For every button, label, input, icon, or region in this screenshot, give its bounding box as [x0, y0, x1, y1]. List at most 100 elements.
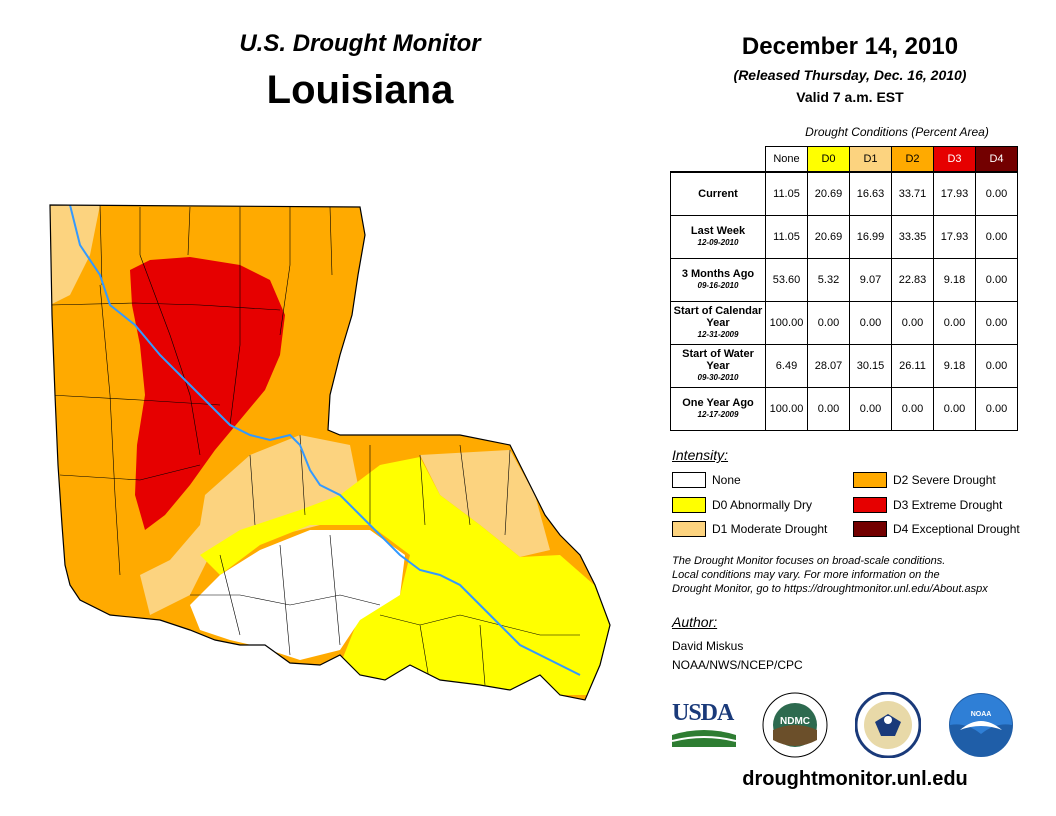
state-outline	[49, 204, 611, 701]
table-row-last-week: Last Week 12-09-2010 11.05 20.69 16.99 33…	[670, 215, 1018, 259]
legend-item-d1: D1 Moderate Drought	[672, 521, 827, 537]
table-row-3-months-ago: 3 Months Ago 09-16-2010 53.60 5.32 9.07 2…	[670, 258, 1018, 302]
cell-value: 16.63	[849, 171, 892, 216]
row-label-text: Last Week	[690, 225, 746, 237]
cell-value: 0.00	[975, 301, 1018, 345]
author-info: David Miskus NOAA/NWS/NCEP/CPC	[672, 637, 803, 675]
cell-value: 0.00	[807, 301, 850, 345]
legend-label: None	[712, 473, 741, 487]
region-d1-southwest	[140, 435, 360, 615]
map-date: December 14, 2010	[741, 33, 959, 60]
row-date: 12-09-2010	[697, 238, 739, 247]
cell-value: 0.00	[975, 171, 1018, 216]
author-name: David Miskus	[672, 639, 744, 653]
row-date: 09-16-2010	[697, 281, 739, 290]
legend-item-d3: D3 Extreme Drought	[853, 497, 1002, 513]
cell-value: 0.00	[849, 387, 892, 431]
ndmc-seal-icon: NDMC	[762, 692, 828, 758]
ndmc-logo-text: NDMC	[780, 716, 810, 727]
author-title: Author:	[672, 614, 718, 630]
website-url[interactable]: droughtmonitor.unl.edu	[742, 768, 968, 790]
cell-value: 6.49	[765, 344, 808, 388]
column-d4: D4	[975, 146, 1018, 173]
cell-value: 53.60	[765, 258, 808, 302]
cell-value: 30.15	[849, 344, 892, 388]
table-caption: Drought Conditions (Percent Area)	[805, 125, 989, 139]
ndmc-logo: NDMC	[762, 692, 828, 758]
legend-swatch	[853, 472, 887, 488]
legend-label: D4 Exceptional Drought	[893, 522, 1020, 536]
row-label: Last Week 12-09-2010	[670, 215, 766, 259]
drought-conditions-table: None D0 D1 D2 D3 D4 Current 11.05 20.69 …	[670, 146, 1018, 431]
table-corner	[671, 147, 766, 173]
legend-item-d0: D0 Abnormally Dry	[672, 497, 812, 513]
legend-label: D2 Severe Drought	[893, 473, 996, 487]
table-row-current: Current 11.05 20.69 16.63 33.71 17.93 0.…	[670, 171, 1018, 216]
row-label: Current	[670, 171, 766, 216]
cell-value: 9.18	[933, 258, 976, 302]
row-label: 3 Months Ago 09-16-2010	[670, 258, 766, 302]
row-label-text: 3 Months Ago	[681, 268, 755, 280]
legend-swatch	[672, 521, 706, 537]
row-label: Start of Calendar Year 12-31-2009	[670, 301, 766, 345]
valid-time: Valid 7 a.m. EST	[796, 89, 904, 105]
usda-hills-icon	[671, 730, 737, 747]
note-text: The Drought Monitor focuses on broad-sca…	[672, 554, 1042, 596]
column-d0: D0	[807, 146, 850, 173]
louisiana-drought-map	[49, 204, 611, 701]
legend-label: D0 Abnormally Dry	[712, 498, 813, 512]
column-none: None	[765, 146, 808, 173]
cell-value: 9.18	[933, 344, 976, 388]
cell-value: 11.05	[765, 215, 808, 259]
cell-value: 9.07	[849, 258, 892, 302]
noaa-logo: NOAA	[948, 692, 1014, 758]
noaa-seagull-icon: NOAA	[949, 693, 1013, 757]
legend-item-d4: D4 Exceptional Drought	[853, 521, 1020, 537]
legend-title: Intensity:	[672, 447, 729, 463]
note-line: The Drought Monitor focuses on broad-sca…	[672, 555, 946, 567]
release-date: (Released Thursday, Dec. 16, 2010)	[733, 67, 967, 83]
note-line: Local conditions may vary. For more info…	[672, 569, 940, 581]
cell-value: 100.00	[765, 387, 808, 431]
eagle-seal-icon	[854, 691, 922, 759]
table-row-start-of-calendar-year: Start of Calendar Year 12-31-2009 100.00 …	[670, 301, 1018, 345]
legend-item-none: None	[672, 472, 741, 488]
row-date: 12-31-2009	[697, 330, 739, 339]
table-row-start-of-water-year: Start of Water Year 09-30-2010 6.49 28.07…	[670, 344, 1018, 388]
region-none	[190, 530, 405, 660]
row-label-text: Current	[698, 188, 738, 200]
row-label-text: One Year Ago	[682, 397, 754, 409]
cell-value: 33.71	[891, 171, 934, 216]
cell-value: 17.93	[933, 171, 976, 216]
cell-value: 20.69	[807, 171, 850, 216]
usda-logo-text: USDA	[672, 700, 734, 726]
row-label-text: Start of Calendar Year	[673, 305, 763, 329]
nws-logo	[854, 691, 922, 759]
legend-label: D1 Moderate Drought	[712, 522, 828, 536]
table-header-row: None D0 D1 D2 D3 D4	[671, 146, 1018, 173]
note-line: Drought Monitor, go to https://droughtmo…	[672, 583, 988, 595]
cell-value: 11.05	[765, 171, 808, 216]
noaa-logo-text: NOAA	[971, 711, 992, 718]
river	[69, 205, 581, 676]
cell-value: 0.00	[849, 301, 892, 345]
region-d1-east	[420, 450, 550, 557]
cell-value: 0.00	[975, 215, 1018, 259]
cell-value: 0.00	[975, 258, 1018, 302]
row-date: 12-17-2009	[697, 410, 739, 419]
legend-item-d2: D2 Severe Drought	[853, 472, 996, 488]
cell-value: 0.00	[975, 344, 1018, 388]
legend-swatch	[672, 497, 706, 513]
region-d1-northwest	[50, 205, 100, 305]
legend-swatch	[853, 497, 887, 513]
column-d3: D3	[933, 146, 976, 173]
cell-value: 17.93	[933, 215, 976, 259]
column-d2: D2	[891, 146, 934, 173]
cell-value: 0.00	[891, 301, 934, 345]
row-label: Start of Water Year 09-30-2010	[670, 344, 766, 388]
region-d3	[130, 257, 285, 530]
cell-value: 28.07	[807, 344, 850, 388]
cell-value: 0.00	[807, 387, 850, 431]
legend-swatch	[853, 521, 887, 537]
cell-value: 20.69	[807, 215, 850, 259]
